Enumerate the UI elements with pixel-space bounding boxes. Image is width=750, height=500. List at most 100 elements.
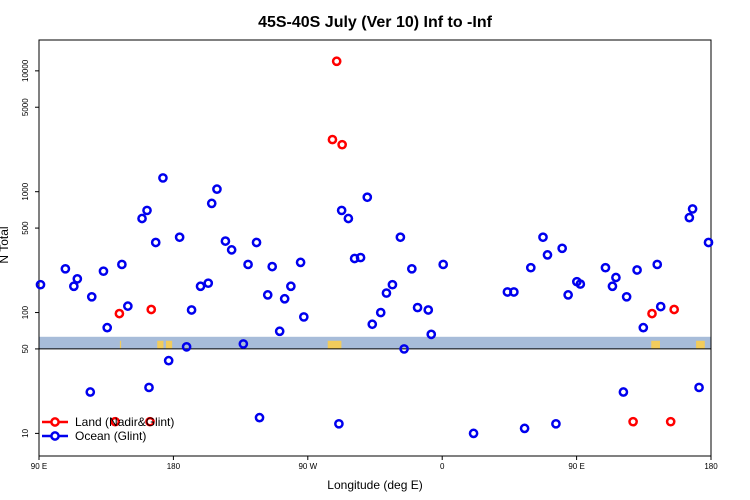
- ocean-point: [621, 291, 632, 302]
- ocean-point: [98, 266, 109, 277]
- ocean-point: [158, 173, 168, 183]
- land-point: [665, 416, 676, 427]
- land-point: [110, 416, 121, 427]
- ocean-point: [144, 382, 154, 393]
- legend-marker: [50, 431, 60, 441]
- ocean-point: [395, 232, 406, 243]
- ocean-point: [563, 290, 573, 300]
- x-tick-label: 0: [440, 462, 445, 471]
- x-tick-label: 90 E: [31, 462, 47, 471]
- ocean-point: [423, 305, 434, 315]
- y-tick-label: 5000: [21, 98, 30, 116]
- ocean-point: [279, 293, 290, 304]
- ocean-point: [60, 263, 71, 274]
- x-axis: 90 E 180 90 W 0 90 E 180: [31, 456, 718, 471]
- ocean-point: [426, 329, 437, 340]
- ocean-point: [86, 291, 97, 302]
- plot-border: [38, 39, 712, 457]
- land-point: [114, 308, 125, 319]
- ocean-point: [150, 237, 161, 248]
- ocean-point: [181, 342, 192, 352]
- data-points: [35, 56, 714, 439]
- band-land-segment: [157, 340, 164, 349]
- ocean-point: [551, 418, 561, 429]
- ocean-point: [267, 261, 278, 272]
- y-tick-label: 50: [21, 344, 30, 353]
- ocean-point: [85, 387, 96, 397]
- ocean-point: [343, 213, 354, 224]
- ocean-point: [375, 307, 386, 318]
- ocean-point: [123, 301, 133, 311]
- ocean-point: [186, 305, 197, 315]
- ocean-point: [68, 281, 79, 292]
- x-tick-label: 180: [167, 462, 181, 471]
- ocean-point: [618, 387, 629, 397]
- land-point: [145, 416, 155, 427]
- ocean-point: [362, 192, 373, 203]
- ocean-point: [251, 237, 262, 248]
- ocean-point: [655, 301, 666, 312]
- land-point: [337, 139, 347, 150]
- ocean-point: [243, 259, 253, 270]
- ocean-point: [607, 281, 618, 292]
- ocean-point: [195, 281, 206, 292]
- ocean-point: [203, 278, 214, 289]
- legend-label: Ocean (Glint): [75, 429, 146, 443]
- land-point: [327, 134, 338, 145]
- ocean-point: [381, 288, 392, 298]
- ocean-point: [438, 259, 449, 270]
- y-tick-label: 500: [21, 221, 30, 235]
- land-point: [146, 304, 157, 315]
- land-point: [628, 416, 638, 427]
- ocean-point: [295, 257, 306, 268]
- ocean-point: [355, 252, 366, 263]
- ocean-point: [468, 428, 479, 439]
- ocean-point: [575, 279, 586, 289]
- band-land-segment: [165, 340, 173, 349]
- ocean-point: [367, 319, 378, 330]
- band-land-segment: [696, 340, 705, 349]
- land-point: [669, 304, 680, 315]
- ocean-point: [687, 204, 698, 214]
- ocean-point: [694, 382, 704, 393]
- ocean-point: [254, 412, 265, 423]
- ocean-point: [632, 265, 642, 275]
- ocean-point: [102, 322, 113, 333]
- band-fill: [39, 336, 711, 349]
- ocean-point: [163, 355, 174, 366]
- legend-label: Land (Nadir&Glint): [75, 415, 174, 429]
- ocean-point: [262, 290, 273, 300]
- ocean-point: [72, 274, 83, 284]
- ocean-point: [206, 198, 217, 209]
- ocean-point: [35, 279, 46, 290]
- land-point: [331, 56, 342, 67]
- band-land-segment: [327, 340, 342, 349]
- ocean-point: [519, 423, 530, 434]
- ocean-point: [226, 245, 237, 255]
- y-tick-label: 1000: [21, 182, 30, 200]
- ocean-point: [538, 232, 548, 243]
- ocean-point: [509, 287, 519, 297]
- ocean-point: [703, 237, 714, 248]
- y-tick-label: 10000: [21, 59, 30, 82]
- reference-band: [39, 336, 711, 349]
- band-land-segment: [651, 340, 660, 349]
- x-tick-label: 90 E: [568, 462, 584, 471]
- ocean-point: [334, 418, 344, 429]
- ocean-point: [600, 262, 611, 273]
- x-tick-label: 90 W: [298, 462, 317, 471]
- band-land-segment: [119, 340, 122, 349]
- ocean-point: [286, 281, 296, 292]
- ocean-point: [137, 213, 147, 224]
- land-point: [647, 308, 657, 319]
- ocean-point: [274, 326, 285, 337]
- x-tick-label: 180: [704, 462, 718, 471]
- plot-frame: [38, 39, 712, 457]
- legend: Land (Nadir&Glint)Ocean (Glint): [42, 415, 174, 443]
- ocean-point: [684, 212, 695, 223]
- ocean-point: [142, 205, 152, 216]
- y-axis: 10 50 100 500 1000 5000 10000: [21, 59, 39, 438]
- ocean-point: [525, 262, 536, 273]
- ocean-point: [212, 184, 222, 194]
